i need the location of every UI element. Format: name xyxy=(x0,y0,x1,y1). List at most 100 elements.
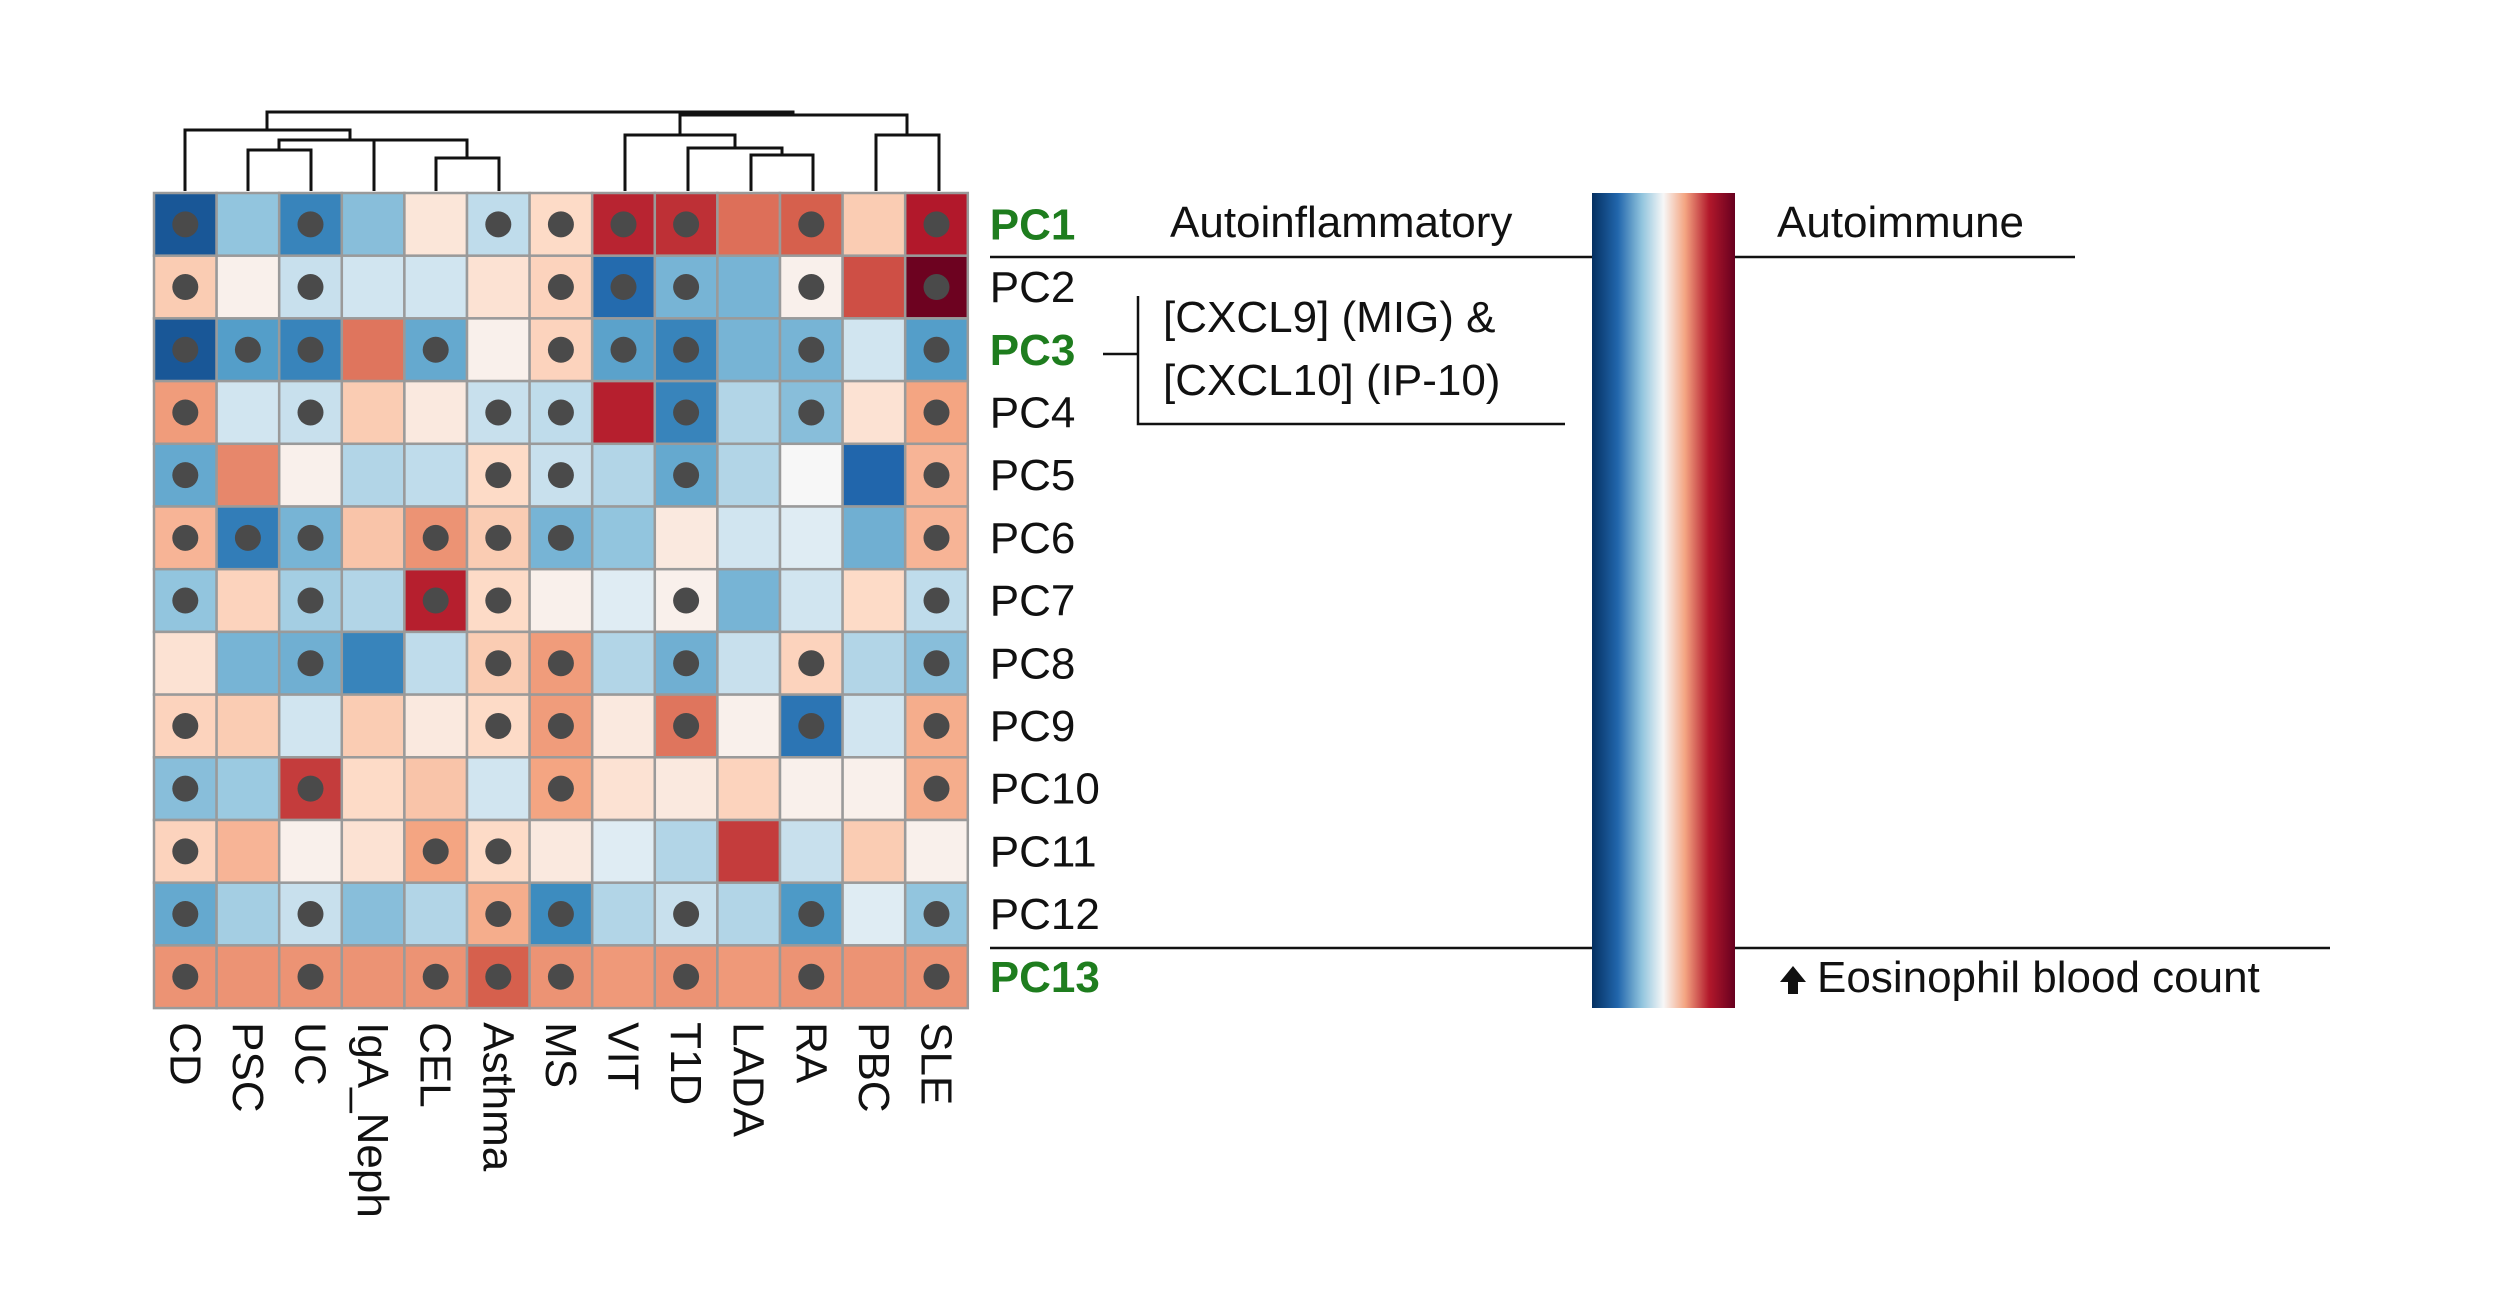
dendrogram-branch xyxy=(686,146,784,171)
significance-dot xyxy=(297,901,324,928)
significance-dot xyxy=(297,587,324,614)
annotation-lines xyxy=(990,255,2330,950)
autoimmune-label: Autoimmune xyxy=(1777,198,2024,247)
heatmap-cell xyxy=(841,818,907,884)
heatmap-cell xyxy=(778,442,844,508)
significance-dot xyxy=(923,712,950,739)
heatmap-cell xyxy=(716,818,782,884)
significance-dot xyxy=(798,712,825,739)
heatmap-cell xyxy=(340,693,406,759)
dendrogram-branch xyxy=(749,153,815,171)
heatmap-cell xyxy=(778,567,844,634)
significance-dot xyxy=(297,211,324,238)
significance-dot xyxy=(673,462,700,489)
significance-dot xyxy=(172,399,199,426)
heatmap-cell xyxy=(403,379,469,446)
heatmap-cell xyxy=(653,505,719,571)
significance-dot xyxy=(485,901,512,928)
heatmap-cell xyxy=(152,630,218,696)
dendrogram-branch xyxy=(678,113,909,135)
significance-dot xyxy=(547,901,574,928)
heatmap-cell xyxy=(403,756,469,822)
significance-dot xyxy=(297,963,324,990)
column-label: UC xyxy=(286,1022,335,1086)
significance-dot xyxy=(547,650,574,677)
significance-dot xyxy=(610,336,637,363)
significance-dot xyxy=(485,399,512,426)
significance-dot xyxy=(485,650,512,677)
color-scale-bar xyxy=(1592,193,1735,1008)
significance-dot xyxy=(923,462,950,489)
heatmap-cell xyxy=(778,818,844,884)
heatmap-cell xyxy=(277,944,344,1010)
column-labels: CD PSC UC IgA_Neph CEL Asthma MS VIT T1D LADA RA PB… xyxy=(160,1022,960,1218)
significance-dot xyxy=(422,336,449,363)
row-label: PC10 xyxy=(990,765,1100,814)
significance-dot xyxy=(923,524,950,551)
dendrogram-branch xyxy=(434,156,501,171)
heatmap-cell xyxy=(841,567,907,634)
heatmap-cell xyxy=(716,317,782,383)
heatmap-cells xyxy=(152,191,970,1010)
significance-dot xyxy=(172,587,199,614)
significance-dot xyxy=(923,399,950,426)
heatmap-cell xyxy=(841,505,907,571)
heatmap-cell xyxy=(465,693,531,759)
significance-dot xyxy=(673,587,700,614)
significance-dot xyxy=(673,399,700,426)
significance-dot xyxy=(547,462,574,489)
significance-dot xyxy=(798,650,825,677)
heatmap-cell xyxy=(841,442,907,508)
significance-dot xyxy=(923,650,950,677)
heatmap-cell xyxy=(841,317,907,383)
heatmap-cell xyxy=(716,693,782,759)
significance-dot xyxy=(798,399,825,426)
significance-dot xyxy=(172,524,199,551)
heatmap-cell xyxy=(590,756,657,822)
row-label: PC5 xyxy=(990,451,1076,500)
dendrogram-branch xyxy=(372,138,469,171)
heatmap-cell xyxy=(841,944,907,1010)
significance-dot xyxy=(172,901,199,928)
heatmap-cell xyxy=(215,379,281,446)
heatmap-cell xyxy=(215,442,281,508)
row-label: PC6 xyxy=(990,514,1076,563)
significance-dot xyxy=(485,587,512,614)
significance-dot xyxy=(172,963,199,990)
significance-dot xyxy=(172,775,199,802)
column-label: PSC xyxy=(223,1022,272,1112)
heatmap-cell xyxy=(403,442,469,508)
significance-dot xyxy=(547,211,574,238)
heatmap-cell xyxy=(277,442,344,508)
significance-dot xyxy=(485,838,512,865)
significance-dot xyxy=(547,712,574,739)
heatmap-cell xyxy=(590,567,657,634)
significance-dot xyxy=(610,211,637,238)
heatmap-cell xyxy=(403,191,469,257)
significance-dot xyxy=(234,524,261,551)
dendrogram-branch xyxy=(372,171,815,191)
heatmap-cell xyxy=(403,693,469,759)
significance-dot xyxy=(923,587,950,614)
significance-dot xyxy=(673,963,700,990)
heatmap-cell xyxy=(277,693,344,759)
heatmap-cell xyxy=(340,191,406,257)
significance-dot xyxy=(673,274,700,301)
row-label: PC2 xyxy=(990,263,1076,312)
heatmap-cell xyxy=(465,254,531,320)
row-label: PC8 xyxy=(990,639,1076,688)
row-label: PC3 xyxy=(990,326,1076,375)
autoinflammatory-label: Autoinflammatory xyxy=(1170,198,1512,247)
heatmap-cell xyxy=(215,567,281,634)
heatmap-cell xyxy=(841,881,907,947)
row-label: PC12 xyxy=(990,890,1100,939)
heatmap-cell xyxy=(841,693,907,759)
significance-dot xyxy=(673,211,700,238)
significance-dot xyxy=(172,274,199,301)
significance-dot xyxy=(547,399,574,426)
column-label: CEL xyxy=(411,1022,460,1108)
significance-dot xyxy=(673,712,700,739)
row-label: PC9 xyxy=(990,702,1076,751)
significance-dot xyxy=(297,775,324,802)
column-label: RA xyxy=(786,1022,835,1084)
